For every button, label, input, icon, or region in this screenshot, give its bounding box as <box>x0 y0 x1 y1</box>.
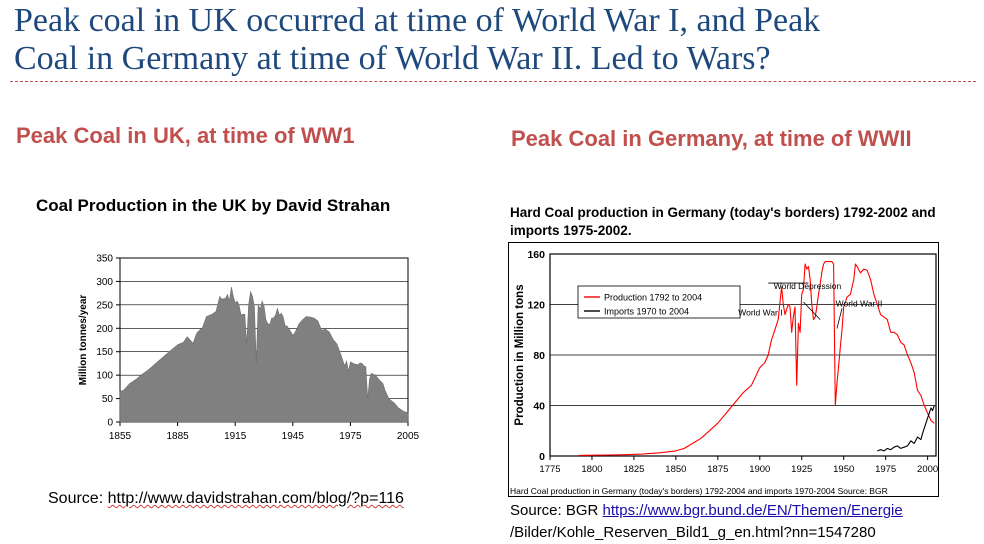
de-y-tick-label: 40 <box>533 401 545 413</box>
uk-chart-title: Coal Production in the UK by David Strah… <box>36 196 391 215</box>
de-x-tick-label: 1875 <box>707 464 728 475</box>
de-legend-label: Production 1792 to 2004 <box>604 293 702 303</box>
de-x-tick-label: 1975 <box>875 464 896 475</box>
uk-y-tick-label: 150 <box>96 347 113 358</box>
de-annotation-label: World War I <box>738 307 782 317</box>
de-y-tick-label: 120 <box>527 300 545 312</box>
germany-section-heading: Peak Coal in Germany, at time of WWII <box>511 126 912 151</box>
uk-source-link[interactable]: http://www.davidstrahan.com/blog/?p=116 <box>107 490 404 507</box>
uk-production-area <box>119 287 409 423</box>
title-divider <box>10 81 976 82</box>
germany-coal-chart: 0 40 80 120 160 1775 1800 1825 1850 1875 1900 1925 1… <box>508 242 939 497</box>
germany-chart-title: Hard Coal production in Germany (today's… <box>510 205 936 238</box>
uk-y-axis-label: Million tonnes/year <box>78 295 89 386</box>
uk-x-tick-label: 1885 <box>166 431 189 442</box>
de-legend-box <box>577 285 741 319</box>
uk-y-tick-label: 300 <box>96 277 113 288</box>
de-x-tick-label: 1800 <box>581 464 602 475</box>
germany-source-note: Source: BGR https://www.bgr.bund.de/EN/T… <box>510 500 980 544</box>
uk-x-tick-label: 1855 <box>109 431 132 442</box>
germany-source-prefix: Source: BGR <box>510 502 603 519</box>
uk-x-tick-label: 1915 <box>224 431 247 442</box>
slide-title-line-1: Peak coal in UK occurred at time of Worl… <box>14 2 821 39</box>
uk-source-prefix: Source: <box>48 490 108 507</box>
uk-y-tick-label: 50 <box>102 394 114 405</box>
de-y-tick-label: 160 <box>527 249 545 261</box>
germany-source-link-line-2: /Bilder/Kohle_Reserven_Bild1_g_en.html?n… <box>510 524 876 541</box>
slide-title: Peak coal in UK occurred at time of Worl… <box>14 2 974 78</box>
de-annotation-pointer <box>836 308 843 329</box>
uk-y-tick-label: 200 <box>96 324 113 335</box>
de-y-tick-label: 0 <box>539 451 545 463</box>
uk-y-tick-label: 350 <box>96 254 113 265</box>
de-legend: Production 1792 to 2004 Imports 1970 to 2… <box>577 285 741 319</box>
de-imports-line <box>877 405 935 452</box>
uk-coal-chart: 0 50 100 150 200 250 300 350 1855 1885 1915 1945 197… <box>78 254 420 443</box>
uk-section-heading: Peak Coal in UK, at time of WW1 <box>16 123 355 148</box>
de-production-line <box>578 261 935 456</box>
de-y-tick-label: 80 <box>533 350 545 362</box>
de-x-tick-label: 2000 <box>917 464 938 475</box>
slide-title-line-2: Coal in Germany at time of World War II.… <box>14 40 771 77</box>
de-y-axis-label: Production in Million tons <box>514 284 526 425</box>
uk-x-tick-label: 1975 <box>339 431 362 442</box>
de-annotation-label: World Depression <box>774 281 842 291</box>
de-x-tick-label: 1850 <box>665 464 686 475</box>
uk-y-tick-label: 250 <box>96 300 113 311</box>
de-x-tick-label: 1900 <box>749 464 770 475</box>
de-annotation-label: World War II <box>836 299 883 309</box>
de-x-tick-label: 1825 <box>623 464 644 475</box>
uk-y-tick-label: 0 <box>107 418 113 429</box>
uk-x-tick-label: 2005 <box>397 431 420 442</box>
de-x-tick-label: 1775 <box>539 464 560 475</box>
uk-source-note: Source: http://www.davidstrahan.com/blog… <box>48 489 404 509</box>
de-x-tick-label: 1925 <box>791 464 812 475</box>
uk-y-tick-label: 100 <box>96 371 113 382</box>
de-legend-label: Imports 1970 to 2004 <box>604 307 689 317</box>
uk-x-tick-label: 1945 <box>282 431 305 442</box>
de-x-tick-label: 1950 <box>833 464 854 475</box>
de-chart-caption: Hard Coal production in Germany (today's… <box>510 486 888 496</box>
germany-source-link[interactable]: https://www.bgr.bund.de/EN/Themen/Energi… <box>602 502 903 519</box>
de-annotation-pointer <box>803 301 821 320</box>
